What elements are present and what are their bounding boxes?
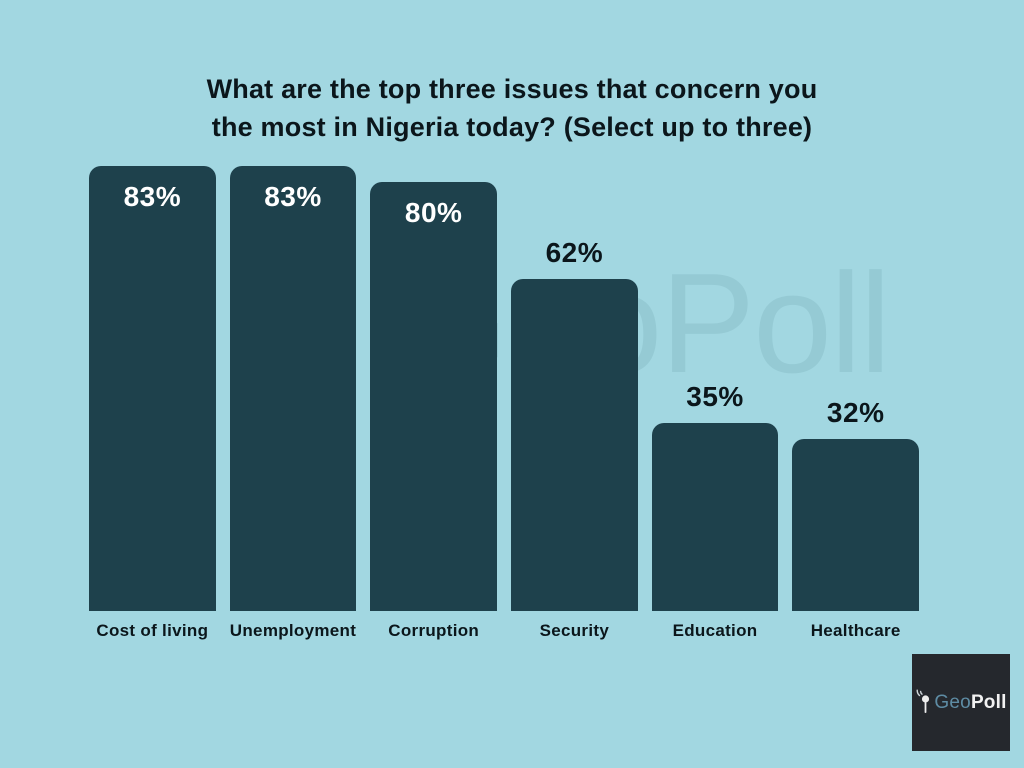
chart-title-line1: What are the top three issues that conce…: [206, 74, 818, 104]
bar-category-label: Cost of living: [96, 621, 209, 640]
bar-column-security: 62% Security: [511, 166, 638, 640]
bar-category-label: Unemployment: [229, 621, 357, 640]
bar: 83%: [229, 166, 357, 611]
bar: [792, 439, 920, 611]
chart-title-line2: the most in Nigeria today? (Select up to…: [211, 112, 813, 142]
bar: 80%: [370, 182, 498, 611]
bar: [651, 423, 779, 611]
bar-category-label: Security: [539, 621, 610, 640]
bar-value-label: 32%: [826, 397, 885, 428]
geopoll-logo: Geo Poll: [912, 654, 1010, 751]
bar-value-label: 83%: [123, 181, 182, 212]
logo-text-poll: Poll: [970, 691, 1007, 713]
bar-column-healthcare: 32% Healthcare: [792, 166, 920, 640]
bar-value-label: 83%: [264, 181, 322, 212]
bar-value-label: 35%: [686, 381, 744, 412]
geopoll-logo-lockup: Geo Poll: [915, 689, 1007, 714]
bar-column-unemployment: 83% Unemployment: [229, 166, 357, 640]
bar-chart: 83% Cost of living 83% Unemployment 80% Corru…: [89, 166, 920, 640]
logo-text-geo: Geo: [934, 691, 971, 713]
bar-column-corruption: 80% Corruption: [370, 166, 498, 640]
bar-column-education: 35% Education: [651, 166, 779, 640]
bar-value-label: 80%: [404, 197, 463, 228]
bar: 83%: [89, 166, 216, 611]
bar-category-label: Healthcare: [810, 621, 901, 640]
antenna-signal-icon: [916, 689, 930, 713]
chart-title: What are the top three issues that conce…: [0, 70, 1024, 146]
bar: [511, 279, 638, 611]
bar-category-label: Education: [672, 621, 758, 640]
bar-value-label: 62%: [545, 237, 604, 268]
bar-column-cost-of-living: 83% Cost of living: [89, 166, 216, 640]
bar-category-label: Corruption: [388, 621, 480, 640]
